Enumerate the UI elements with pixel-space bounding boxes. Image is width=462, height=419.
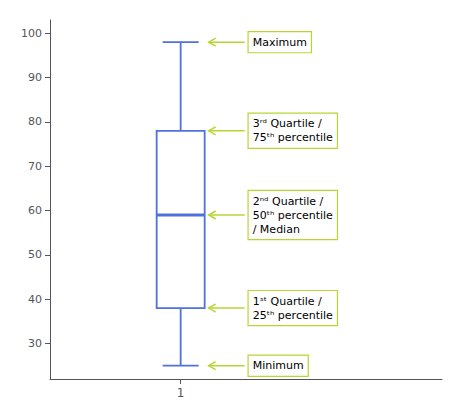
svg-text:30: 30 [28, 337, 42, 350]
svg-text:Maximum: Maximum [253, 36, 307, 49]
svg-text:40: 40 [28, 293, 42, 306]
svg-text:2ⁿᵈ Quartile /: 2ⁿᵈ Quartile / [253, 195, 324, 208]
svg-text:100: 100 [21, 27, 42, 40]
svg-text:90: 90 [28, 71, 42, 84]
svg-text:1ˢᵗ Quartile /: 1ˢᵗ Quartile / [253, 295, 322, 308]
svg-text:Minimum: Minimum [253, 359, 304, 372]
svg-text:25ᵗʰ percentile: 25ᵗʰ percentile [253, 309, 333, 322]
svg-text:60: 60 [28, 204, 42, 217]
svg-text:/ Median: / Median [253, 223, 300, 236]
svg-text:80: 80 [28, 115, 42, 128]
svg-text:70: 70 [28, 160, 42, 173]
svg-text:1: 1 [177, 386, 185, 400]
svg-text:50ᵗʰ percentile: 50ᵗʰ percentile [253, 209, 333, 222]
svg-text:50: 50 [28, 248, 42, 261]
svg-text:75ᵗʰ percentile: 75ᵗʰ percentile [253, 131, 333, 144]
svg-text:3ʳᵈ Quartile /: 3ʳᵈ Quartile / [253, 117, 322, 130]
